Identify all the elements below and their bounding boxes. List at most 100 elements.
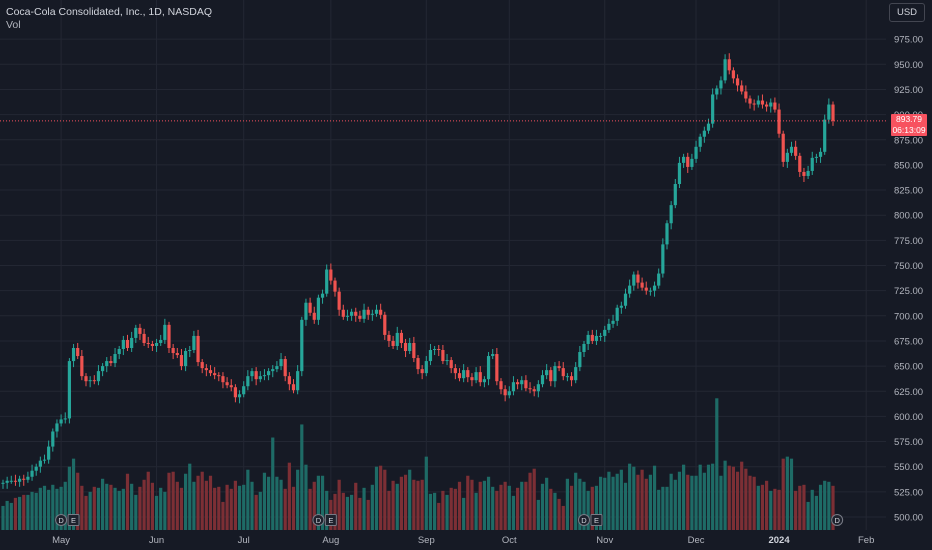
candle-body [88, 380, 92, 382]
volume-bar [470, 479, 474, 530]
candle-body [536, 384, 540, 392]
x-tick-label: Oct [502, 535, 517, 546]
candle-body [142, 333, 146, 343]
y-tick-label: 875.00 [894, 135, 923, 146]
dividend-icon[interactable]: D [312, 514, 325, 526]
candle-body [507, 391, 511, 396]
volume-bar [424, 456, 428, 530]
candle-body [67, 361, 71, 419]
candle-body [345, 315, 350, 317]
volume-bar [640, 469, 644, 530]
candle-body [408, 342, 412, 352]
dividend-icon[interactable]: D [578, 514, 590, 526]
volume-bar [387, 490, 391, 530]
candle-body [711, 94, 715, 124]
volume-bar [200, 471, 204, 530]
candle-body [204, 368, 208, 371]
candle-body [296, 371, 300, 391]
candle-body [38, 460, 42, 467]
candle-body [362, 309, 366, 319]
candle-body [250, 371, 254, 377]
volume-bar [578, 478, 582, 530]
candle-body [511, 382, 516, 392]
x-tick-label: Aug [322, 535, 339, 546]
candle-body [682, 156, 686, 163]
volume-bar [810, 489, 814, 530]
volume-bar [320, 475, 325, 530]
candle-body [221, 376, 225, 383]
volume-bar [258, 491, 262, 530]
candle-body [370, 313, 374, 315]
volume-bar [5, 500, 9, 530]
volume-bar [644, 478, 648, 530]
dividend-icon[interactable]: D [55, 514, 68, 526]
candle-body [661, 244, 665, 274]
earnings-icon[interactable]: E [324, 514, 337, 526]
candle-body [383, 314, 387, 335]
candle-body [636, 274, 640, 283]
x-tick-label: 2024 [768, 535, 790, 546]
volume-bar [225, 484, 229, 530]
volume-bar [453, 488, 457, 530]
candle-body [818, 151, 823, 157]
candle-body [831, 104, 835, 121]
volume-bar [503, 481, 507, 530]
candle-body [167, 324, 171, 348]
volume-bar [540, 483, 545, 530]
dividend-icon[interactable]: D [831, 514, 844, 526]
volume-bar [565, 478, 569, 530]
candle-body [316, 297, 320, 320]
volume-bar [607, 471, 611, 530]
candle-body [246, 376, 250, 387]
volume-bar [163, 491, 167, 530]
volume-bar [420, 479, 424, 530]
volume-bar [524, 481, 528, 530]
earnings-icon[interactable]: E [67, 514, 80, 526]
volume-bar [760, 484, 765, 530]
candle-body [623, 293, 628, 306]
candle-body [528, 388, 532, 390]
volume-bar [748, 475, 752, 530]
volume-bar [416, 480, 420, 530]
volume-bar [441, 490, 445, 530]
volume-bar [337, 479, 341, 530]
volume-bar [665, 486, 669, 530]
volume-label: Vol [6, 19, 21, 31]
candle-body [84, 376, 88, 382]
volume-bar [1, 505, 5, 530]
y-tick-label: 925.00 [894, 85, 923, 96]
volume-bar [702, 472, 706, 530]
candle-body [395, 332, 399, 346]
candle-body [441, 350, 445, 362]
volume-bar [806, 501, 810, 530]
volume-bar [383, 469, 387, 530]
candle-body [694, 146, 698, 159]
candle-body [449, 360, 453, 369]
volume-bar [574, 472, 578, 530]
candle-body [101, 366, 105, 372]
svg-text:D: D [58, 516, 64, 525]
volume-bar [154, 495, 159, 530]
volume-bar [316, 475, 320, 530]
candle-body [76, 347, 80, 357]
candle-body [628, 285, 632, 294]
candle-body [366, 309, 370, 315]
volume-bar [283, 488, 287, 530]
volume-bar [802, 484, 806, 530]
earnings-icon[interactable]: E [590, 514, 603, 526]
volume-bar [208, 475, 213, 530]
candle-body [532, 389, 536, 392]
volume-bar [354, 482, 358, 530]
currency-button[interactable]: USD [889, 3, 925, 22]
x-tick-label: Dec [688, 535, 705, 546]
candle-body [237, 394, 242, 398]
candle-body [9, 480, 13, 482]
candle-body [557, 366, 561, 369]
candle-body [30, 470, 34, 477]
candle-body [814, 156, 818, 158]
candle-body [748, 98, 752, 104]
volume-bar [30, 491, 34, 530]
volume-bar [233, 480, 237, 530]
